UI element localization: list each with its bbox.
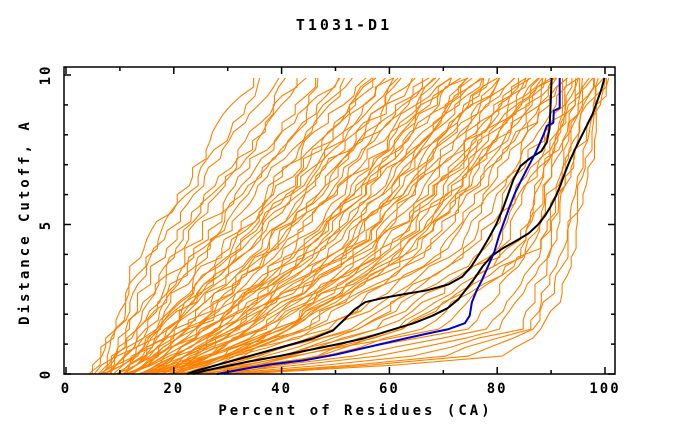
y-axis-label-text: Distance Cutoff, A xyxy=(17,119,33,325)
x-tick-label: 100 xyxy=(589,381,621,397)
ensemble-curves xyxy=(88,77,610,375)
chart-title: T1031-D1 xyxy=(295,16,393,34)
axes-frame xyxy=(63,66,616,375)
y-tick-label: 0 xyxy=(38,368,54,380)
x-tick-label: 80 xyxy=(486,381,508,397)
x-tick-label: 60 xyxy=(378,381,400,397)
x-tick-label: 40 xyxy=(271,381,293,397)
x-tick-label: 20 xyxy=(163,381,185,397)
y-tick-label: 10 xyxy=(38,64,54,86)
y-tick-label: 5 xyxy=(38,219,54,230)
highlight-curves xyxy=(186,77,606,375)
x-axis-label: Percent of Residues (CA) xyxy=(218,403,493,419)
x-tick-label: 0 xyxy=(60,381,72,397)
